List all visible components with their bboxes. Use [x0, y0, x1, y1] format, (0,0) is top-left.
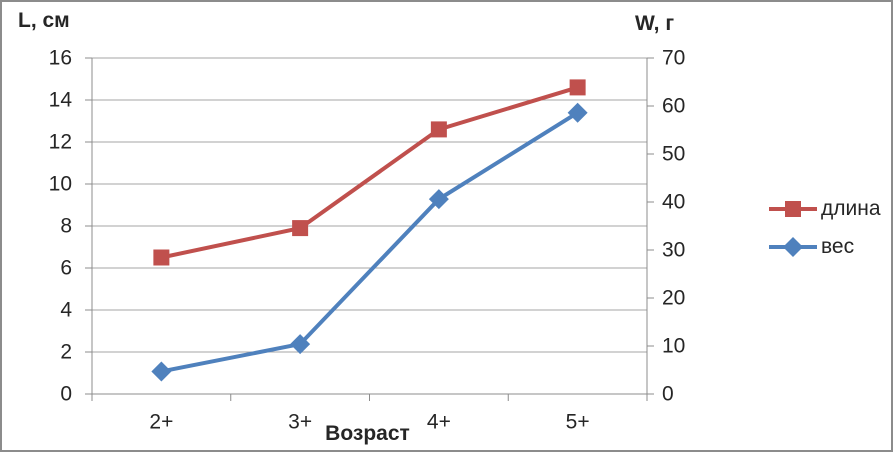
series-marker-square — [569, 79, 586, 96]
legend-diamond-shape — [783, 237, 803, 257]
series-line-0 — [160, 85, 579, 260]
left-axis-tick-label: 14 — [49, 89, 73, 112]
legend-item-length: длина — [768, 197, 881, 221]
x-axis-category-label: 4+ — [427, 411, 451, 434]
left-axis-tick-label: 8 — [60, 215, 72, 238]
series-marker-square — [292, 220, 309, 237]
x-axis-category-label: 5+ — [566, 411, 590, 434]
series-marker-diamond — [151, 361, 172, 382]
series-marker-diamond — [428, 189, 449, 210]
legend-marker-diamond-icon — [769, 237, 817, 257]
left-axis-tick-label: 0 — [60, 383, 72, 406]
x-axis-category-label: 2+ — [149, 411, 173, 434]
series-marker-diamond — [567, 102, 588, 123]
right-axis-tick-label: 50 — [662, 143, 685, 166]
left-axis-tick-label: 4 — [60, 299, 72, 322]
legend-marker-square-icon — [769, 201, 817, 217]
right-axis-title: W, г — [635, 12, 675, 35]
left-axis-tick-label: 12 — [49, 131, 72, 154]
legend: длина вес — [768, 197, 881, 259]
legend-item-weight: вес — [768, 235, 881, 259]
left-axis-tick-label: 6 — [60, 257, 72, 280]
right-axis-tick-label: 30 — [662, 239, 685, 262]
x-axis-title: Возраст — [325, 422, 410, 445]
legend-square-shape — [785, 201, 801, 217]
right-axis-tick-label: 60 — [662, 95, 685, 118]
x-axis-category-label: 3+ — [288, 411, 312, 434]
series-line-1 — [160, 111, 579, 374]
left-axis-title: L, см — [18, 9, 70, 32]
series-marker-square — [153, 249, 170, 266]
left-axis-tick-label: 2 — [60, 341, 72, 364]
series-marker-square — [430, 121, 447, 138]
left-axis-tick-label: 10 — [49, 173, 72, 196]
right-axis-tick-label: 70 — [662, 47, 685, 70]
right-axis-tick-label: 10 — [662, 335, 685, 358]
legend-label-length: длина — [821, 197, 881, 220]
right-axis-tick-label: 20 — [662, 287, 685, 310]
series-marker-diamond — [290, 334, 311, 355]
left-axis-tick-label: 16 — [49, 47, 72, 70]
legend-label-weight: вес — [821, 235, 855, 258]
right-axis-tick-label: 40 — [662, 191, 685, 214]
right-axis-tick-label: 0 — [662, 383, 674, 406]
